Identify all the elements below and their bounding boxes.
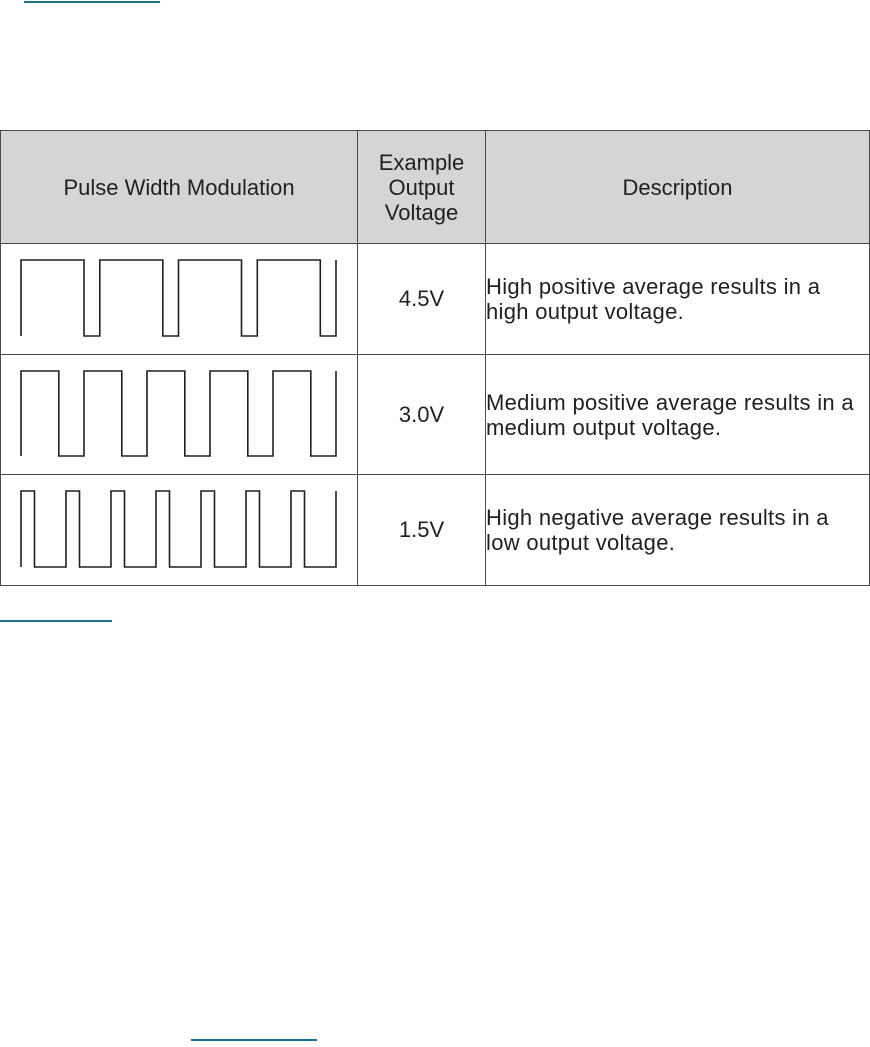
voltage-value: 1.5V [357,474,486,586]
table-row: 3.0V Medium positive average results in … [0,354,870,475]
header-voltage-line-1: Example [378,149,465,175]
pwm-waveform-path [20,259,337,337]
description-text: Medium positive average results in a med… [485,354,870,475]
pwm-waveform-path [20,490,337,568]
description-text: High positive average results in a high … [485,243,870,355]
header-voltage-line-3: Voltage [384,199,459,225]
link-underline-top[interactable] [24,1,160,3]
pwm-waveform [20,370,337,457]
pwm-waveform-cell [0,354,358,475]
pwm-waveform-path [20,370,337,457]
description-text: High negative average results in a low o… [485,474,870,586]
header-pwm: Pulse Width Modulation [0,130,358,244]
table-row: 1.5V High negative average results in a … [0,474,870,586]
pwm-waveform-cell [0,474,358,586]
voltage-value: 3.0V [357,354,486,475]
pwm-waveform [20,490,337,568]
header-description: Description [485,130,870,244]
header-voltage: Example Output Voltage [357,130,486,244]
pwm-table: Pulse Width Modulation Example Output Vo… [0,130,870,586]
header-voltage-line-2: Output [388,174,455,200]
header-row: Pulse Width Modulation Example Output Vo… [0,130,870,244]
link-underline-middle[interactable] [0,620,112,622]
link-underline-bottom[interactable] [191,1039,317,1041]
pwm-waveform-cell [0,243,358,355]
pwm-waveform [20,259,337,337]
table-row: 4.5V High positive average results in a … [0,243,870,355]
voltage-value: 4.5V [357,243,486,355]
